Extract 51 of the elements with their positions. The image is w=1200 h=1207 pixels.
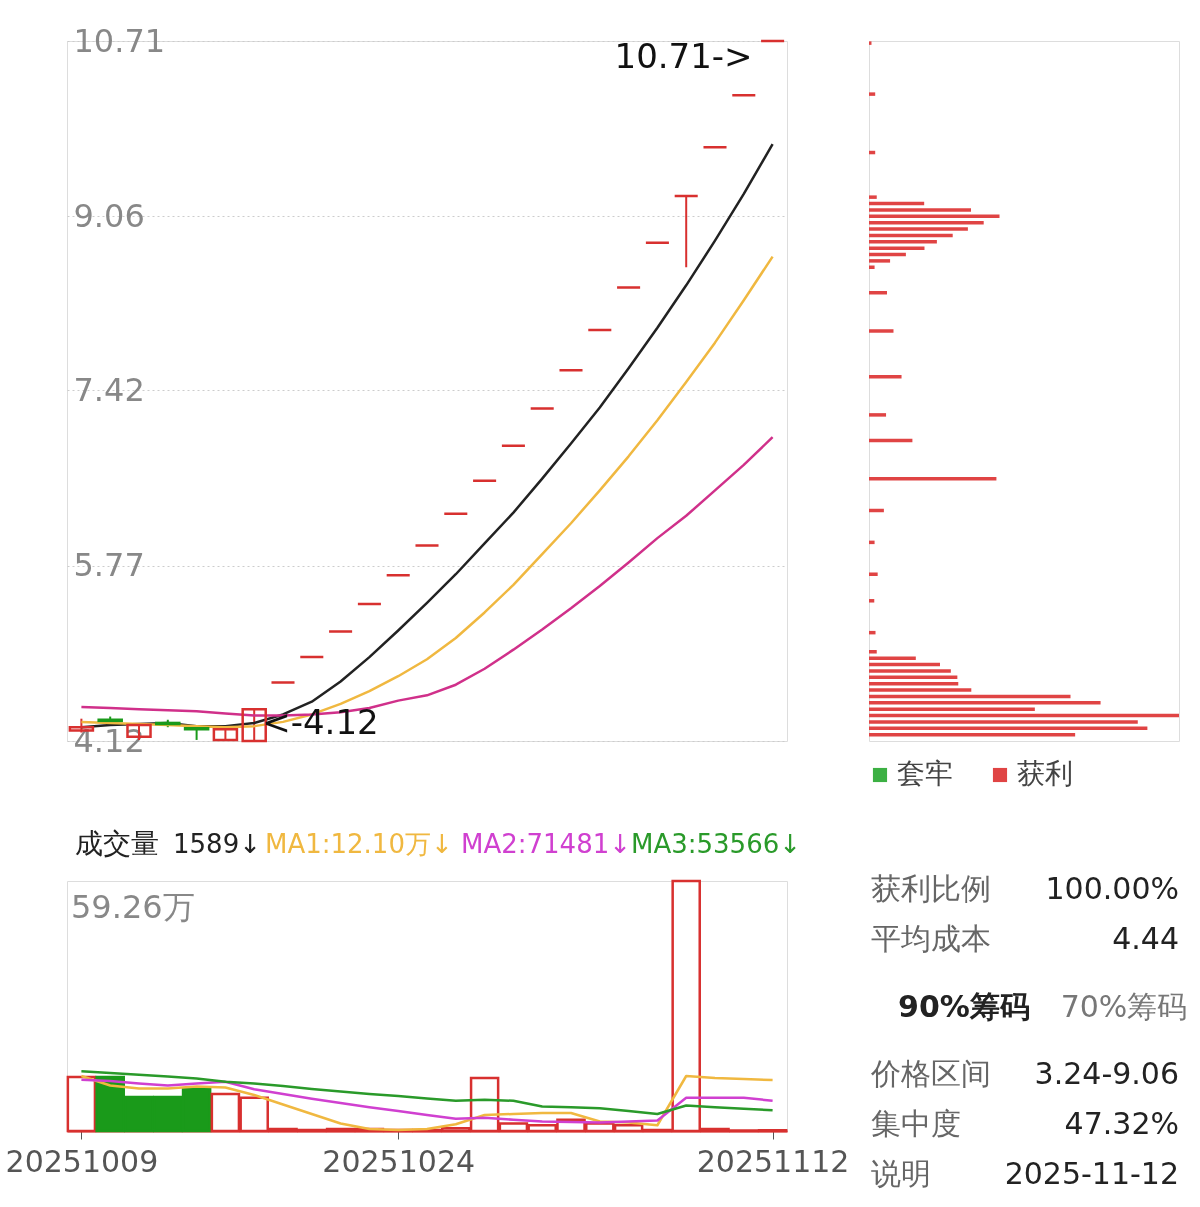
bar <box>869 227 968 231</box>
text: 说明 <box>871 1156 931 1191</box>
text: MA2:71481↓ <box>461 829 632 859</box>
chart-title: 成交量 <box>75 827 159 860</box>
text: 1589↓ <box>173 829 261 859</box>
text: 4.44 <box>1112 921 1179 956</box>
bar <box>869 208 971 212</box>
bar <box>869 195 877 199</box>
text: MA1:12.10万↓ <box>265 829 453 859</box>
bar <box>869 92 876 96</box>
text: 价格区间 <box>870 1056 991 1091</box>
bar <box>869 650 877 654</box>
bar <box>869 630 876 635</box>
text: 70%筹码 <box>1060 989 1188 1024</box>
bar <box>869 259 891 263</box>
bar <box>869 240 937 244</box>
bar <box>869 669 951 673</box>
text: 100.00% <box>1045 871 1179 906</box>
x-tick-label: 20251024 <box>322 1143 476 1179</box>
bar <box>869 246 925 250</box>
bar <box>869 329 894 333</box>
bar <box>869 265 875 269</box>
x-tick-label: 20251112 <box>696 1143 850 1179</box>
candlestick <box>241 707 267 743</box>
text: 2025-11-12 <box>1004 1156 1179 1191</box>
bar <box>869 688 972 692</box>
bar <box>869 720 1138 724</box>
text: 集中度 <box>871 1106 961 1141</box>
y-tick-label: 9.06 <box>73 196 145 235</box>
text: 3.24-9.06 <box>1034 1056 1179 1091</box>
legend-label: 套牢 <box>897 757 953 790</box>
text: 90%筹码 <box>898 989 1030 1024</box>
bar <box>869 707 1035 711</box>
text: 获利比例 <box>871 871 991 906</box>
bar <box>869 701 1101 705</box>
y-tick-label: 10.71 <box>73 21 166 60</box>
bar <box>869 413 887 417</box>
bar <box>869 540 875 545</box>
legend-label: 获利 <box>1017 757 1073 790</box>
y-tick-label: 5.77 <box>73 546 145 585</box>
y-tick-label: 7.42 <box>73 370 145 409</box>
bar <box>869 599 875 603</box>
bar <box>869 656 916 660</box>
candlestick <box>673 194 699 269</box>
text: 平均成本 <box>871 921 991 956</box>
text: MA3:53566↓ <box>631 829 802 859</box>
x-tick-label: 20251009 <box>5 1143 159 1179</box>
text: 47.32% <box>1064 1106 1179 1141</box>
bar <box>869 572 878 576</box>
annotation: 59.26万 <box>71 888 195 926</box>
annotation: 10.71-> <box>614 36 753 76</box>
